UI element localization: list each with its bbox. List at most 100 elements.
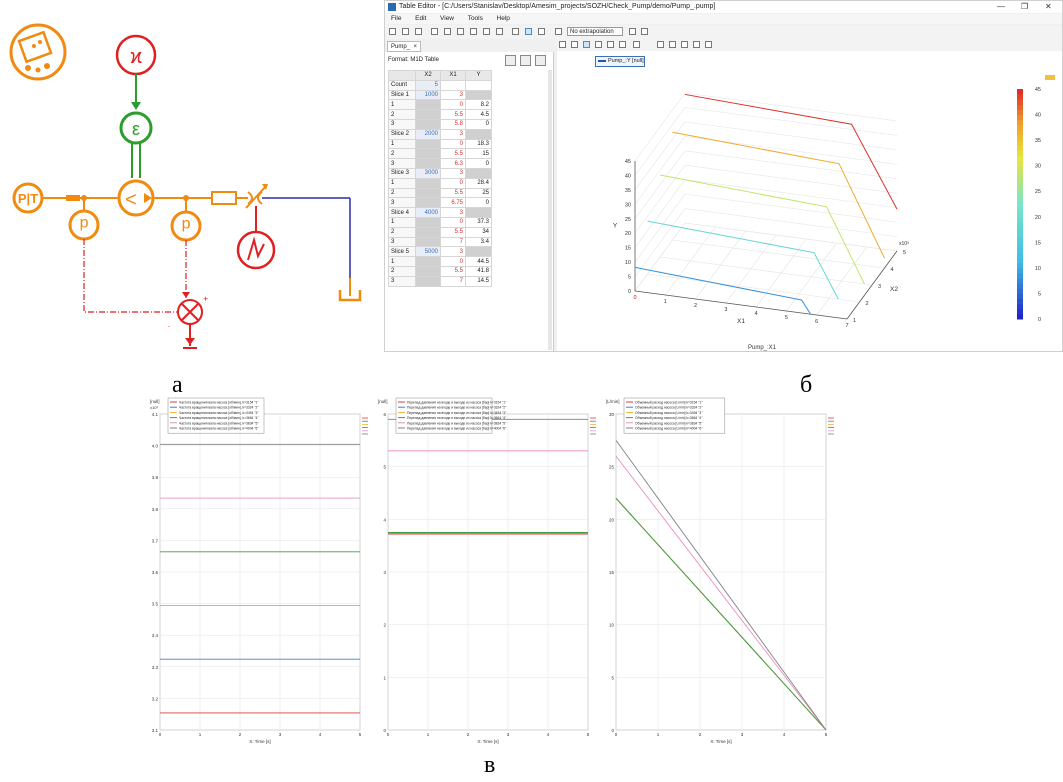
col-y[interactable]: Y [465, 70, 492, 81]
format-button-1[interactable] [505, 55, 516, 66]
option-icon-2[interactable] [641, 28, 648, 35]
slice-count-value[interactable]: 3 [440, 89, 466, 101]
y-value[interactable]: 15 [465, 148, 492, 160]
colorbar-menu-icon[interactable] [1045, 75, 1055, 80]
save-icon[interactable] [415, 28, 422, 35]
surface-slice-line[interactable] [634, 266, 812, 315]
series-line[interactable] [615, 455, 827, 731]
plot-copy-icon[interactable] [559, 41, 566, 48]
settings-icon[interactable] [705, 41, 712, 48]
linear-icon[interactable] [525, 28, 532, 35]
extrapolation-select[interactable]: No extrapolation [567, 27, 623, 36]
dual-cursor-icon[interactable] [681, 41, 688, 48]
view-icon[interactable] [633, 41, 640, 48]
pressure-source-symbol[interactable]: P|T [12, 182, 44, 214]
y-value[interactable]: 44.5 [465, 256, 492, 267]
slice-count-value[interactable]: 3 [440, 128, 466, 140]
cursor-icon[interactable] [657, 41, 664, 48]
redo-icon[interactable] [444, 28, 451, 35]
x1-value[interactable]: 6.3 [440, 158, 466, 169]
surface-plot[interactable]: 0123456712345051015202530354045X1X2Yx10³… [557, 51, 1063, 352]
table-scrollbar[interactable] [548, 70, 552, 350]
format-button-3[interactable] [535, 55, 546, 66]
menu-help[interactable]: Help [496, 15, 510, 22]
y-value[interactable]: 18.3 [465, 138, 492, 150]
slice-count-value[interactable]: 3 [440, 207, 466, 218]
tab-pump[interactable]: Pump_ × [387, 41, 421, 52]
summing-junction-symbol[interactable]: + - [168, 294, 208, 330]
sketch-icon[interactable] [9, 23, 67, 81]
y-value[interactable]: 4.5 [465, 109, 492, 120]
menu-view[interactable]: View [440, 15, 455, 22]
x1-value[interactable]: 0 [440, 99, 466, 111]
middle-green-symbol[interactable]: ε [119, 111, 153, 145]
y-value[interactable]: 28.4 [465, 177, 492, 189]
slice-x2-value[interactable]: 5000 [415, 246, 441, 258]
interpolation-icon[interactable] [512, 28, 519, 35]
slice-x2-value[interactable]: 3000 [415, 167, 441, 179]
surface-slice-line[interactable] [684, 93, 898, 210]
chart-legend[interactable]: Частота вращения вала насоса [об/мин], k… [167, 397, 265, 434]
spline-icon[interactable] [538, 28, 545, 35]
x1-value[interactable]: 5.5 [440, 226, 466, 238]
crosshair-icon[interactable] [669, 41, 676, 48]
chart-shaft-speed[interactable]: 3.1 3.2 3.3 3.4 3.5 3.6 3.7 3.8 3.9 4.0 4.1 0 1 2 3 4 5 [… [148, 396, 370, 746]
new-icon[interactable] [389, 28, 396, 35]
y-value[interactable]: 8.2 [465, 99, 492, 111]
close-icon[interactable]: ✕ [1045, 2, 1052, 11]
surface-slice-line[interactable] [647, 220, 839, 300]
col-x1[interactable]: X1 [440, 70, 466, 81]
pressure-sensor-right[interactable]: d [170, 198, 202, 242]
y-value[interactable]: 0 [465, 197, 492, 209]
count-value[interactable]: 5 [415, 79, 441, 91]
print-icon[interactable] [571, 41, 578, 48]
zoom-out-icon[interactable] [619, 41, 626, 48]
speed-source-symbol[interactable]: ϰ [115, 34, 157, 76]
y-value[interactable]: 14.5 [465, 275, 492, 287]
chart-pressure-drop[interactable]: 0 1 2 3 4 5 6 0 1 2 3 4 5 [null] X: Time [s] Перепад да… [376, 396, 598, 746]
option-icon-1[interactable] [629, 28, 636, 35]
menu-file[interactable]: File [391, 15, 402, 22]
x1-value[interactable]: 5.5 [440, 148, 466, 160]
slice-count-value[interactable]: 3 [440, 167, 466, 179]
slice-count-value[interactable]: 3 [440, 246, 466, 258]
data-table[interactable]: X2 X1 Y Count 5 Slice 1 1000 3 1 0 8.2 2 5.5 4.5… [388, 70, 492, 287]
x1-value[interactable]: 5.5 [440, 187, 466, 199]
zoom-box-icon[interactable] [595, 41, 602, 48]
y-value[interactable]: 3.4 [465, 236, 492, 248]
y-value[interactable]: 0 [465, 118, 492, 130]
copy-icon[interactable] [470, 28, 477, 35]
menu-edit[interactable]: Edit [415, 15, 427, 22]
x1-value[interactable]: 0 [440, 177, 466, 189]
pump-symbol[interactable]: < [117, 179, 155, 217]
minimize-icon[interactable]: — [997, 2, 1005, 11]
menu-tools[interactable]: Tools [467, 15, 483, 22]
slice-x2-value[interactable]: 2000 [415, 128, 441, 140]
cut-icon[interactable] [457, 28, 464, 35]
orifice-symbol[interactable] [211, 191, 237, 205]
extrapolation-icon[interactable] [555, 28, 562, 35]
x1-value[interactable]: 0 [440, 138, 466, 150]
zoom-in-icon[interactable] [607, 41, 614, 48]
variable-restrictor-symbol[interactable] [245, 184, 268, 209]
pointer-icon[interactable] [583, 41, 590, 48]
x1-value[interactable]: 6.75 [440, 197, 466, 209]
paste-icon[interactable] [483, 28, 490, 35]
tank-symbol[interactable] [338, 278, 362, 302]
y-value[interactable]: 0 [465, 158, 492, 169]
series-line[interactable] [615, 497, 827, 731]
grid-icon[interactable] [693, 41, 700, 48]
x1-value[interactable]: 0 [440, 256, 466, 267]
tab-close-icon[interactable]: × [413, 44, 417, 50]
series-line[interactable] [615, 440, 827, 731]
plot-legend[interactable]: Pump_:Y [null] [595, 56, 645, 67]
chart-legend[interactable]: Объемный расход насоса [L/min] k=3154 "1… [623, 397, 726, 434]
surface-slice-line[interactable] [659, 174, 865, 285]
x1-value[interactable]: 5.5 [440, 109, 466, 120]
signal-source-symbol[interactable] [236, 230, 276, 270]
open-icon[interactable] [402, 28, 409, 35]
undo-icon[interactable] [431, 28, 438, 35]
slice-x2-value[interactable]: 1000 [415, 89, 441, 101]
x1-value[interactable]: 5.8 [440, 118, 466, 130]
